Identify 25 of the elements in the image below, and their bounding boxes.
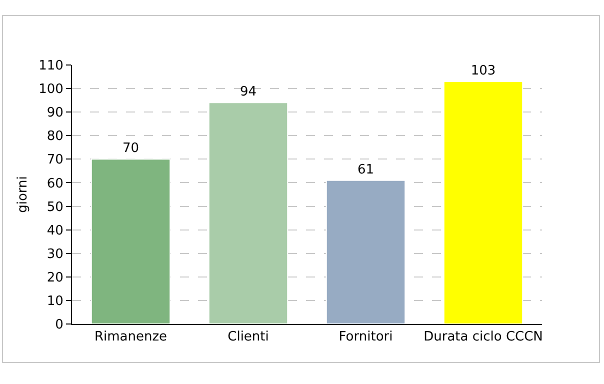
x-tick-label: Rimanenze [94,330,168,345]
bar [443,80,524,324]
y-tick-label: 60 [46,176,64,192]
bar [326,180,406,324]
y-axis-title: giorni [16,176,31,213]
y-tick-label: 40 [46,223,64,238]
data-label: 70 [122,141,140,156]
y-tick-label: 110 [38,58,64,74]
y-tick-label: 90 [46,106,64,121]
y-tick-label: 100 [38,82,64,98]
y-tick-label: 70 [46,152,64,168]
y-tick-label: 50 [46,200,64,215]
data-label: 94 [240,84,257,100]
y-tick-label: 10 [46,294,64,309]
y-tick-label: 20 [46,270,64,286]
x-tick-label: Fornitori [338,330,393,345]
y-tick-label: 80 [46,129,64,144]
data-label: 103 [470,63,496,78]
x-tick-label: Clienti [228,330,269,345]
bar [90,158,171,324]
y-tick-label: 30 [46,246,64,262]
y-tick-label: 0 [55,318,64,333]
x-tick-label: Durata ciclo CCCN [424,330,543,345]
data-label: 61 [357,162,374,178]
bar [208,102,288,324]
